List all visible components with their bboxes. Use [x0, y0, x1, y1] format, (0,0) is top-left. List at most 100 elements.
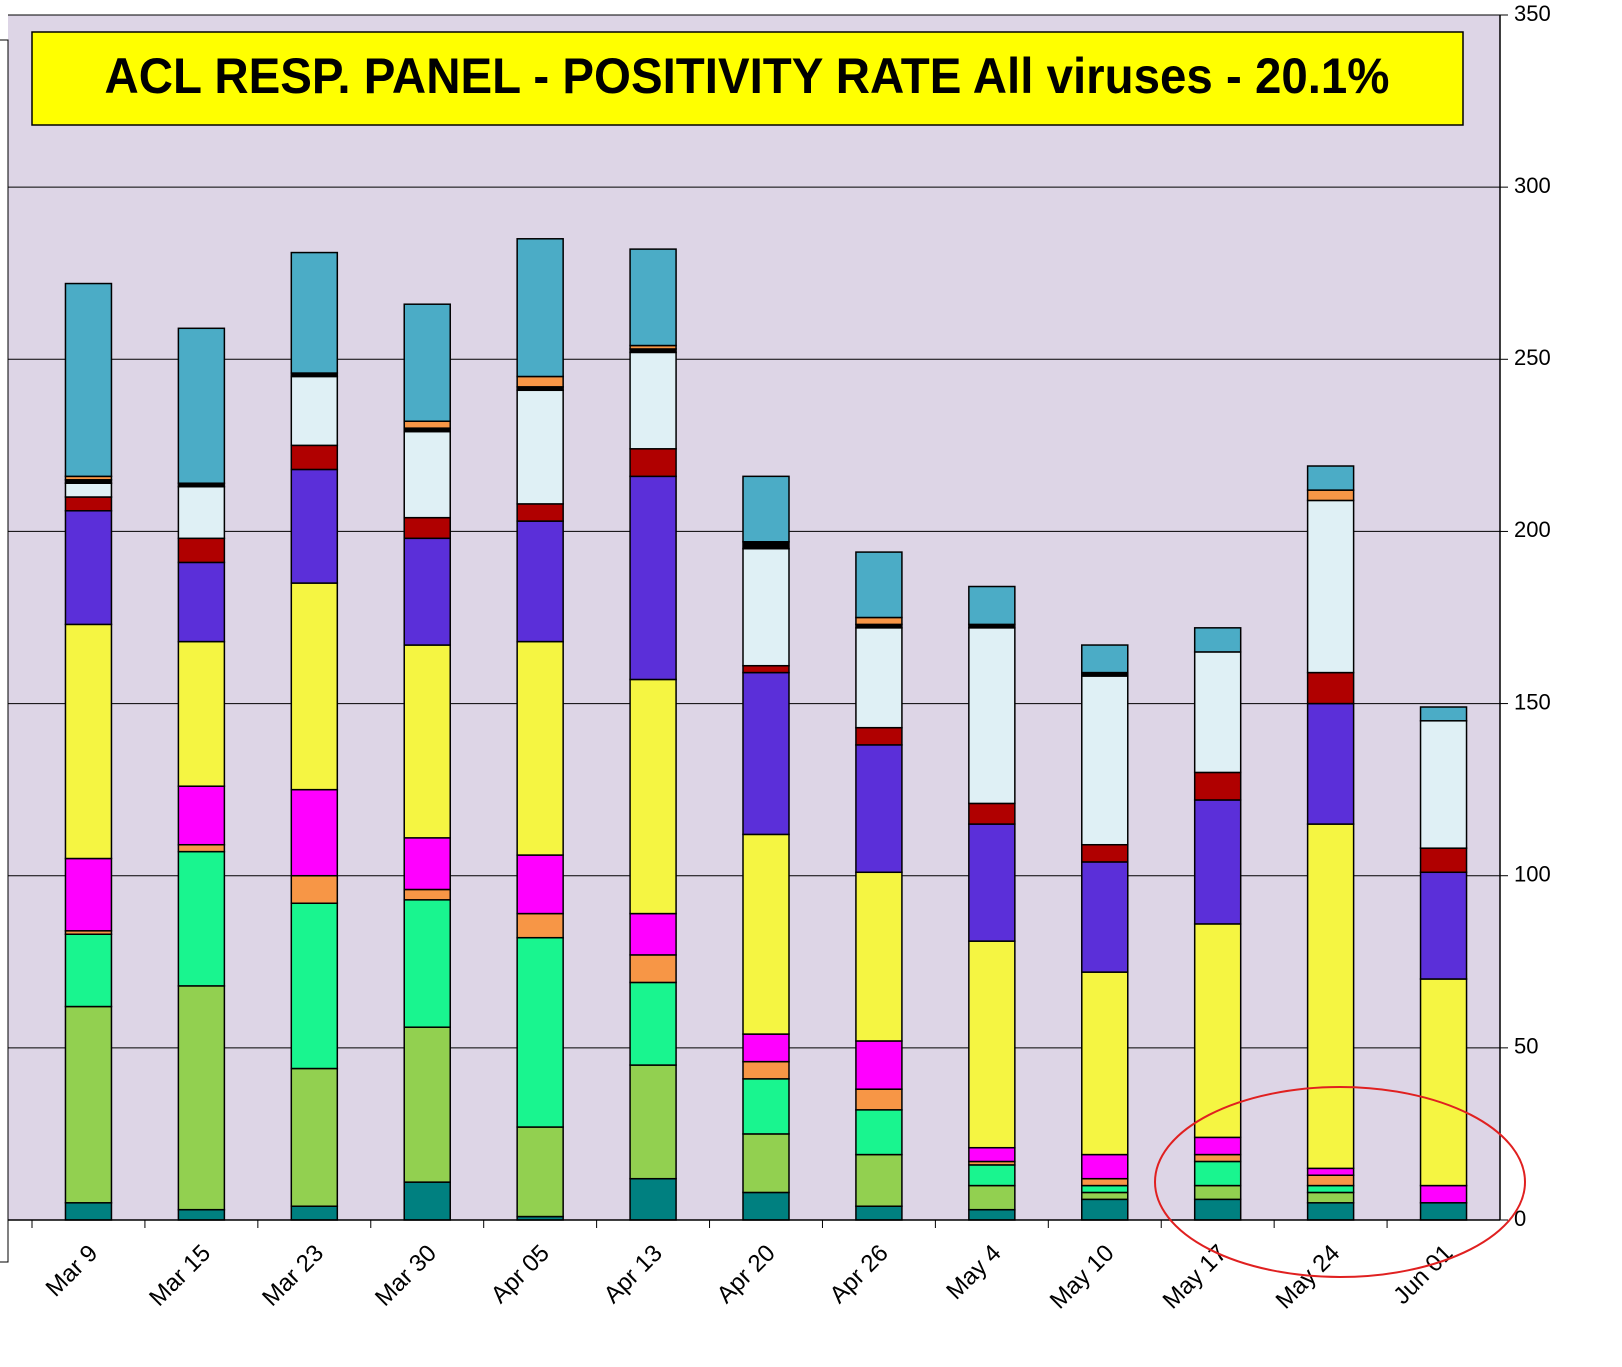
bar-segment	[855, 1153, 903, 1207]
bar-segment	[629, 1064, 677, 1180]
x-tick-label: Apr 20	[712, 1240, 781, 1309]
bar-segment	[1081, 1153, 1129, 1180]
bar-segment	[403, 430, 451, 519]
bar-segment	[64, 482, 113, 498]
y-tick-label: 0	[1514, 1206, 1526, 1231]
bar-segment	[1193, 923, 1242, 1139]
y-tick-label: 200	[1514, 517, 1551, 542]
bar-segment	[64, 510, 113, 626]
bar-segment	[403, 644, 451, 839]
highlight-ellipse	[1154, 1086, 1526, 1278]
bar-segment	[1081, 1191, 1129, 1201]
bar-segment	[629, 954, 677, 984]
x-tick-label: Mar 30	[370, 1240, 442, 1312]
bar-segment	[1306, 499, 1355, 674]
bar-segment	[177, 843, 226, 853]
bar-segment	[742, 475, 790, 543]
bar-segment	[1306, 465, 1355, 491]
bar-segment	[1081, 1184, 1129, 1194]
bar-segment	[177, 537, 226, 564]
bar-segment	[516, 238, 564, 378]
bar-segment	[1193, 771, 1242, 801]
bar-segment	[855, 551, 903, 619]
bar-segment	[64, 1005, 113, 1204]
bar-segment	[1306, 1202, 1355, 1221]
bar-segment	[968, 1184, 1016, 1211]
bar-segment	[1419, 706, 1468, 722]
bar-segment	[1419, 978, 1468, 1187]
title-box	[31, 31, 1464, 126]
bar-segment	[1419, 847, 1468, 874]
x-tick-label: Apr 26	[825, 1240, 894, 1309]
bar-segment	[1306, 489, 1355, 502]
bar-segment	[403, 420, 451, 429]
bar-segment	[290, 251, 339, 374]
bar-segment	[742, 541, 790, 550]
bar-segment	[64, 1202, 113, 1221]
bar-segment	[855, 616, 903, 626]
bar-segment	[629, 475, 677, 681]
bar-segment	[968, 585, 1016, 626]
bar-segment	[1081, 1177, 1129, 1187]
bar-segment	[1081, 971, 1129, 1156]
bar-segment	[968, 627, 1016, 805]
bar-segment	[1306, 702, 1355, 825]
bar-segment	[403, 888, 451, 901]
bar-segment	[177, 640, 226, 787]
bar-segment	[1419, 871, 1468, 980]
bar-segment	[403, 537, 451, 646]
bar-segment	[64, 623, 113, 860]
bar-segment	[855, 871, 903, 1042]
bar-segment	[177, 561, 226, 643]
bar-segment	[516, 936, 564, 1128]
bar-segment	[1081, 843, 1129, 863]
bar-segment	[290, 902, 339, 1070]
bar-segment	[629, 678, 677, 915]
bar-segment	[629, 448, 677, 478]
bar-segment	[1193, 627, 1242, 653]
bar-segment	[516, 912, 564, 939]
bar-segment	[742, 1060, 790, 1080]
bar-segment	[290, 444, 339, 471]
bar-segment	[855, 744, 903, 874]
x-tick-label: Mar 23	[257, 1240, 329, 1312]
bar-segment	[516, 520, 564, 643]
bar-segment	[516, 854, 564, 915]
bar-segment	[516, 1126, 564, 1218]
bar-segment	[516, 503, 564, 522]
bar-segment	[177, 785, 226, 846]
x-tick-label: May 17	[1158, 1240, 1233, 1315]
bar-segment	[1081, 675, 1129, 846]
bar-segment	[290, 1067, 339, 1207]
bar-segment	[403, 837, 451, 891]
bar-segment	[177, 1208, 226, 1221]
bar-segment	[403, 1026, 451, 1183]
bar-segment	[290, 582, 339, 791]
bar-segment	[403, 303, 451, 423]
bar-segment	[1193, 1136, 1242, 1156]
bar-segment	[290, 375, 339, 447]
bar-segment	[1306, 823, 1355, 1170]
bar-segment	[968, 802, 1016, 825]
bar-segment	[1193, 1153, 1242, 1163]
chart-title: ACL RESP. PANEL - POSITIVITY RATE All vi…	[105, 48, 1390, 104]
y-tick-label: 50	[1514, 1034, 1538, 1059]
bar-segment	[64, 282, 113, 478]
x-tick-label: Mar 15	[144, 1240, 216, 1312]
x-tick-label: Jun 01	[1388, 1240, 1458, 1310]
bars	[64, 238, 1468, 1221]
bar-segment	[64, 496, 113, 512]
y-tick-label: 300	[1514, 173, 1551, 198]
bar-segment	[177, 850, 226, 987]
legend-edge	[0, 39, 9, 1263]
bar-segment	[290, 1205, 339, 1221]
bar-segment	[1193, 1198, 1242, 1221]
bar-segment	[742, 1133, 790, 1194]
y-tick-label: 100	[1514, 862, 1551, 887]
bar-segment	[968, 940, 1016, 1149]
bar-segment	[403, 1181, 451, 1221]
bar-segment	[855, 1040, 903, 1090]
bar-segment	[1306, 1184, 1355, 1194]
bar-segment	[855, 1205, 903, 1221]
